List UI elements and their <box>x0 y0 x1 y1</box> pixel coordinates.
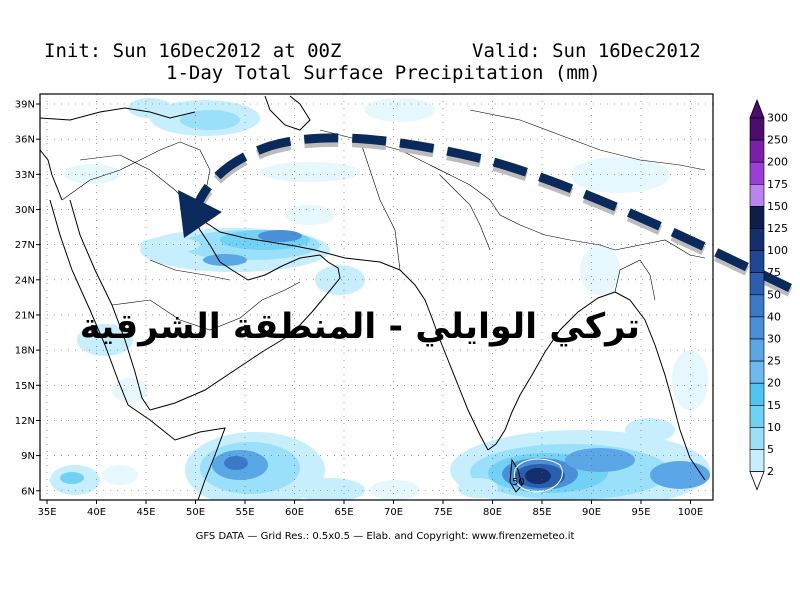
legend-swatch <box>749 404 765 428</box>
lon-tick-label: 35E <box>37 507 56 518</box>
lat-tick-label: 21N <box>15 310 35 321</box>
legend-swatch <box>749 117 765 141</box>
legend-level-label: 30 <box>767 333 781 346</box>
coastlines <box>40 95 706 500</box>
lon-tick-label: 95E <box>631 507 650 518</box>
precip-cluster-east <box>570 157 708 410</box>
legend-level-label: 100 <box>767 244 788 257</box>
lat-tick-label: 24N <box>15 275 35 286</box>
contour-50 <box>513 458 563 493</box>
lat-tick-label: 30N <box>15 205 35 216</box>
lon-tick-label: 75E <box>433 507 452 518</box>
legend-level-label: 5 <box>767 443 774 456</box>
legend-level-label: 300 <box>767 112 788 125</box>
precip-cluster-north <box>64 98 435 184</box>
legend-level-label: 125 <box>767 222 788 235</box>
lat-tick-label: 12N <box>15 416 35 427</box>
lon-tick-label: 60E <box>285 507 304 518</box>
lon-tick-label: 45E <box>136 507 155 518</box>
legend-level-label: 175 <box>767 178 788 191</box>
lat-tick-label: 27N <box>15 240 35 251</box>
legend-level-label: 15 <box>767 399 781 412</box>
legend-swatch <box>749 250 765 274</box>
legend-level-label: 20 <box>767 377 781 390</box>
lon-tick-label: 100E <box>678 507 703 518</box>
legend-swatch <box>749 272 765 296</box>
precip-cluster-gulf <box>140 205 365 295</box>
lon-tick-label: 70E <box>384 507 403 518</box>
legend-level-label: 75 <box>767 266 781 279</box>
lat-tick-label: 6N <box>21 486 35 497</box>
lon-tick-label: 65E <box>334 507 353 518</box>
graticule <box>40 94 713 500</box>
init-time-label: Init: Sun 16Dec2012 at 00Z <box>44 40 342 62</box>
lon-tick-label: 40E <box>87 507 106 518</box>
legend-swatch <box>749 139 765 163</box>
precip-cluster-bay-of-bengal <box>450 418 710 500</box>
lon-tick-label: 90E <box>582 507 601 518</box>
lat-tick-label: 39N <box>15 100 35 111</box>
longitude-axis: 35E 40E 45E 50E 55E 60E 65E 70E 75E 80E 85E 90E 95E 1… <box>37 500 703 518</box>
legend-level-label: 50 <box>767 288 781 301</box>
precip-cluster-arabian-sea <box>185 432 420 500</box>
lon-tick-label: 50E <box>186 507 205 518</box>
legend-level-label: 250 <box>767 134 788 147</box>
legend-swatch <box>749 338 765 362</box>
legend-swatch <box>749 294 765 318</box>
map-frame <box>39 93 714 501</box>
lon-tick-label: 55E <box>235 507 254 518</box>
precip-cluster-west <box>50 324 148 495</box>
legend-bottom-arrow-icon <box>749 471 765 491</box>
legend-level-label: 2 <box>767 465 774 478</box>
legend-level-label: 200 <box>767 156 788 169</box>
precip-field <box>40 95 710 500</box>
credit-line: GFS DATA — Grid Res.: 0.5x0.5 — Elab. an… <box>195 531 575 542</box>
valid-time-label: Valid: Sun 16Dec2012 <box>472 40 701 62</box>
lat-tick-label: 36N <box>15 135 35 146</box>
legend-level-label: 40 <box>767 310 781 323</box>
legend-swatch <box>749 382 765 406</box>
contour-label: 50 <box>512 477 525 488</box>
overlay-arabic-text: تركي الوايلي - المنطقة الشرقية <box>79 307 640 347</box>
lat-tick-label: 33N <box>15 170 35 181</box>
legend-level-label: 10 <box>767 421 781 434</box>
legend-swatch <box>749 427 765 450</box>
trajectory-arrow <box>178 133 793 297</box>
legend-swatch <box>749 449 765 472</box>
legend-level-label: 25 <box>767 355 781 368</box>
arrowhead-icon <box>178 190 222 238</box>
legend-swatch <box>749 161 765 185</box>
legend-top-arrow-icon <box>749 98 765 119</box>
legend-swatch <box>749 316 765 340</box>
legend-swatch <box>749 206 765 229</box>
lon-tick-label: 80E <box>483 507 502 518</box>
lat-tick-label: 18N <box>15 346 35 357</box>
map-title: 1-Day Total Surface Precipitation (mm) <box>166 62 601 84</box>
legend-swatch <box>749 228 765 251</box>
lat-tick-label: 15N <box>15 381 35 392</box>
latitude-axis: 39N 36N 33N 30N 27N 24N 21N 18N 15N 12N 9N 6N <box>15 100 40 497</box>
lat-tick-label: 9N <box>21 451 35 462</box>
legend-swatch <box>749 184 765 207</box>
precip-legend: 300 250 200 175 150 125 100 75 50 40 30 25 20 15 10 5 2 <box>749 98 788 491</box>
country-borders <box>61 109 706 331</box>
legend-swatch <box>749 360 765 384</box>
lon-tick-label: 85E <box>532 507 551 518</box>
legend-level-label: 150 <box>767 200 788 213</box>
